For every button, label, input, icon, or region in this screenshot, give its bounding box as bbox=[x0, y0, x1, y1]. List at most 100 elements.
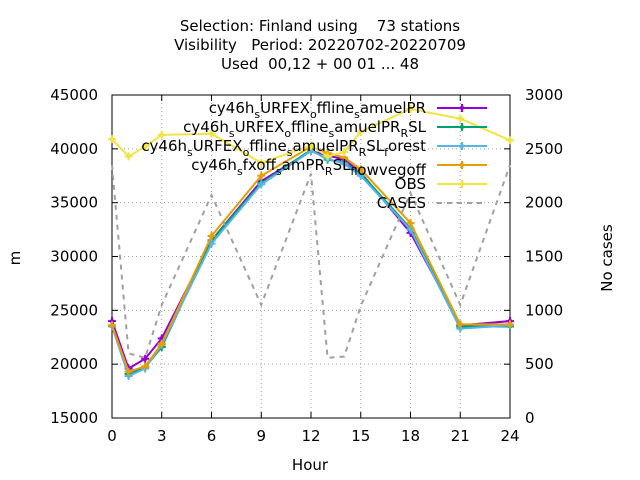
data-point-dot bbox=[126, 373, 131, 379]
data-point-dot bbox=[458, 322, 463, 327]
data-point-dot bbox=[459, 143, 465, 149]
legend-subscript: s bbox=[354, 108, 360, 121]
legend-text-part: amPR bbox=[282, 156, 325, 174]
legend-text-part: owvegoff bbox=[357, 161, 426, 179]
data-point-dot bbox=[459, 105, 465, 111]
data-point-dot bbox=[408, 220, 413, 226]
legend-label: OBS bbox=[395, 175, 426, 193]
y-tick-label: 30000 bbox=[50, 248, 98, 266]
legend-text-part: orest bbox=[388, 137, 426, 155]
data-point-dot bbox=[259, 173, 264, 178]
series-5 bbox=[111, 164, 511, 359]
y-tick-label: 15000 bbox=[50, 409, 98, 427]
legend-subscript: s bbox=[187, 146, 193, 159]
data-point-dot bbox=[142, 356, 148, 361]
legend-text-part: amuelPR bbox=[334, 118, 400, 136]
legend-text-part: ffline bbox=[291, 118, 328, 136]
x-tick-label: 3 bbox=[157, 427, 167, 445]
data-point-dot bbox=[209, 131, 214, 136]
y2-tick-label: 3000 bbox=[525, 86, 563, 104]
data-point-dot bbox=[159, 341, 164, 346]
legend-subscript: s bbox=[287, 146, 293, 159]
legend-subscript: R bbox=[325, 165, 333, 178]
y2-tick-label: 1000 bbox=[525, 301, 563, 319]
data-point-dot bbox=[408, 106, 413, 112]
data-point-dot bbox=[109, 136, 115, 142]
x-tick-label: 9 bbox=[256, 427, 266, 445]
data-point-dot bbox=[358, 129, 363, 134]
legend: cy46hsURFEXofflinesamuelPRcy46hsURFEXoff… bbox=[141, 99, 487, 212]
data-point-dot bbox=[259, 182, 264, 187]
tick-labels: 0 3 6 9 12 15 18 21 2415000200002500030000350004… bbox=[50, 86, 563, 445]
y-tick-label: 40000 bbox=[50, 140, 98, 158]
x-tick-label: 6 bbox=[207, 427, 217, 445]
legend-label: cy46hsURFEXofflinesamuelPRRSLforest bbox=[141, 137, 426, 159]
data-point-dot bbox=[358, 173, 363, 178]
legend-text-part: fxoff bbox=[243, 156, 277, 174]
y2-tick-label: 0 bbox=[525, 409, 535, 427]
data-point-dot bbox=[159, 132, 164, 138]
data-point-dot bbox=[458, 326, 463, 331]
data-point-dot bbox=[325, 154, 330, 159]
legend-text-part: CASES bbox=[377, 194, 426, 212]
x-tick-label: 18 bbox=[401, 427, 420, 445]
legend-text-part: cy46h bbox=[183, 118, 229, 136]
legend-label: cy46hsURFEXofflinesamuelPRRSL bbox=[183, 118, 426, 140]
data-point-dot bbox=[408, 227, 413, 232]
series-line bbox=[111, 164, 511, 359]
legend-subscript: R bbox=[359, 146, 367, 159]
data-point-dot bbox=[341, 155, 347, 160]
data-point-dot bbox=[259, 160, 264, 166]
data-point-dot bbox=[308, 143, 314, 148]
x-tick-label: 21 bbox=[451, 427, 470, 445]
legend-subscript: s bbox=[229, 127, 235, 140]
legend-text-part: URFEX bbox=[260, 99, 310, 117]
y2-tick-label: 2500 bbox=[525, 140, 563, 158]
legend-text-part: OBS bbox=[395, 175, 426, 193]
legend-text-part: URFEX bbox=[193, 137, 243, 155]
data-point-dot bbox=[126, 369, 131, 374]
y-axis-label: m bbox=[6, 251, 24, 266]
legend-subscript: o bbox=[243, 146, 250, 159]
data-point-dot bbox=[458, 116, 463, 121]
legend-text-part: amuelPR bbox=[360, 99, 426, 117]
x-axis-label: Hour bbox=[292, 456, 329, 474]
legend-text-part: cy46h bbox=[141, 137, 187, 155]
x-tick-label: 24 bbox=[500, 427, 519, 445]
series-lines bbox=[108, 104, 514, 381]
legend-text-part: ffline bbox=[249, 137, 286, 155]
x-tick-label: 12 bbox=[301, 427, 320, 445]
x-tick-label: 15 bbox=[351, 427, 370, 445]
legend-subscript: s bbox=[237, 165, 243, 178]
data-point-dot bbox=[459, 124, 465, 130]
chart-title-line-3: Used 00,12 + 00 01 ... 48 bbox=[221, 55, 419, 73]
y-tick-label: 25000 bbox=[50, 301, 98, 319]
data-point-dot bbox=[341, 149, 347, 155]
data-point-dot bbox=[109, 318, 115, 324]
data-point-dot bbox=[209, 241, 214, 246]
data-point-dot bbox=[358, 167, 363, 172]
legend-subscript: s bbox=[254, 108, 260, 121]
legend-subscript: o bbox=[284, 127, 291, 140]
legend-label: cy46hsfxoffsamPRRSLflowvegoff bbox=[191, 156, 426, 179]
legend-text-part: amuelPR bbox=[292, 137, 358, 155]
data-point-dot bbox=[308, 148, 314, 154]
y-tick-label: 45000 bbox=[50, 86, 98, 104]
legend-text-part: URFEX bbox=[235, 118, 285, 136]
legend-subscript: s bbox=[276, 165, 282, 178]
legend-text-part: cy46h bbox=[191, 156, 237, 174]
legend-subscript: R bbox=[400, 127, 408, 140]
y-tick-label: 20000 bbox=[50, 355, 98, 373]
data-point-dot bbox=[507, 138, 513, 143]
data-point-dot bbox=[459, 162, 465, 168]
data-point-dot bbox=[209, 233, 214, 239]
chart-title-line-2: Visibility Period: 20220702-20220709 bbox=[174, 36, 466, 54]
data-point-dot bbox=[341, 161, 347, 167]
legend-text-part: cy46h bbox=[209, 99, 255, 117]
legend-text-part: SL bbox=[408, 118, 427, 136]
legend-text-part: ffline bbox=[317, 99, 354, 117]
legend-label: cy46hsURFEXofflinesamuelPR bbox=[209, 99, 426, 121]
y2-tick-label: 2000 bbox=[525, 194, 563, 212]
data-point-dot bbox=[109, 323, 115, 328]
